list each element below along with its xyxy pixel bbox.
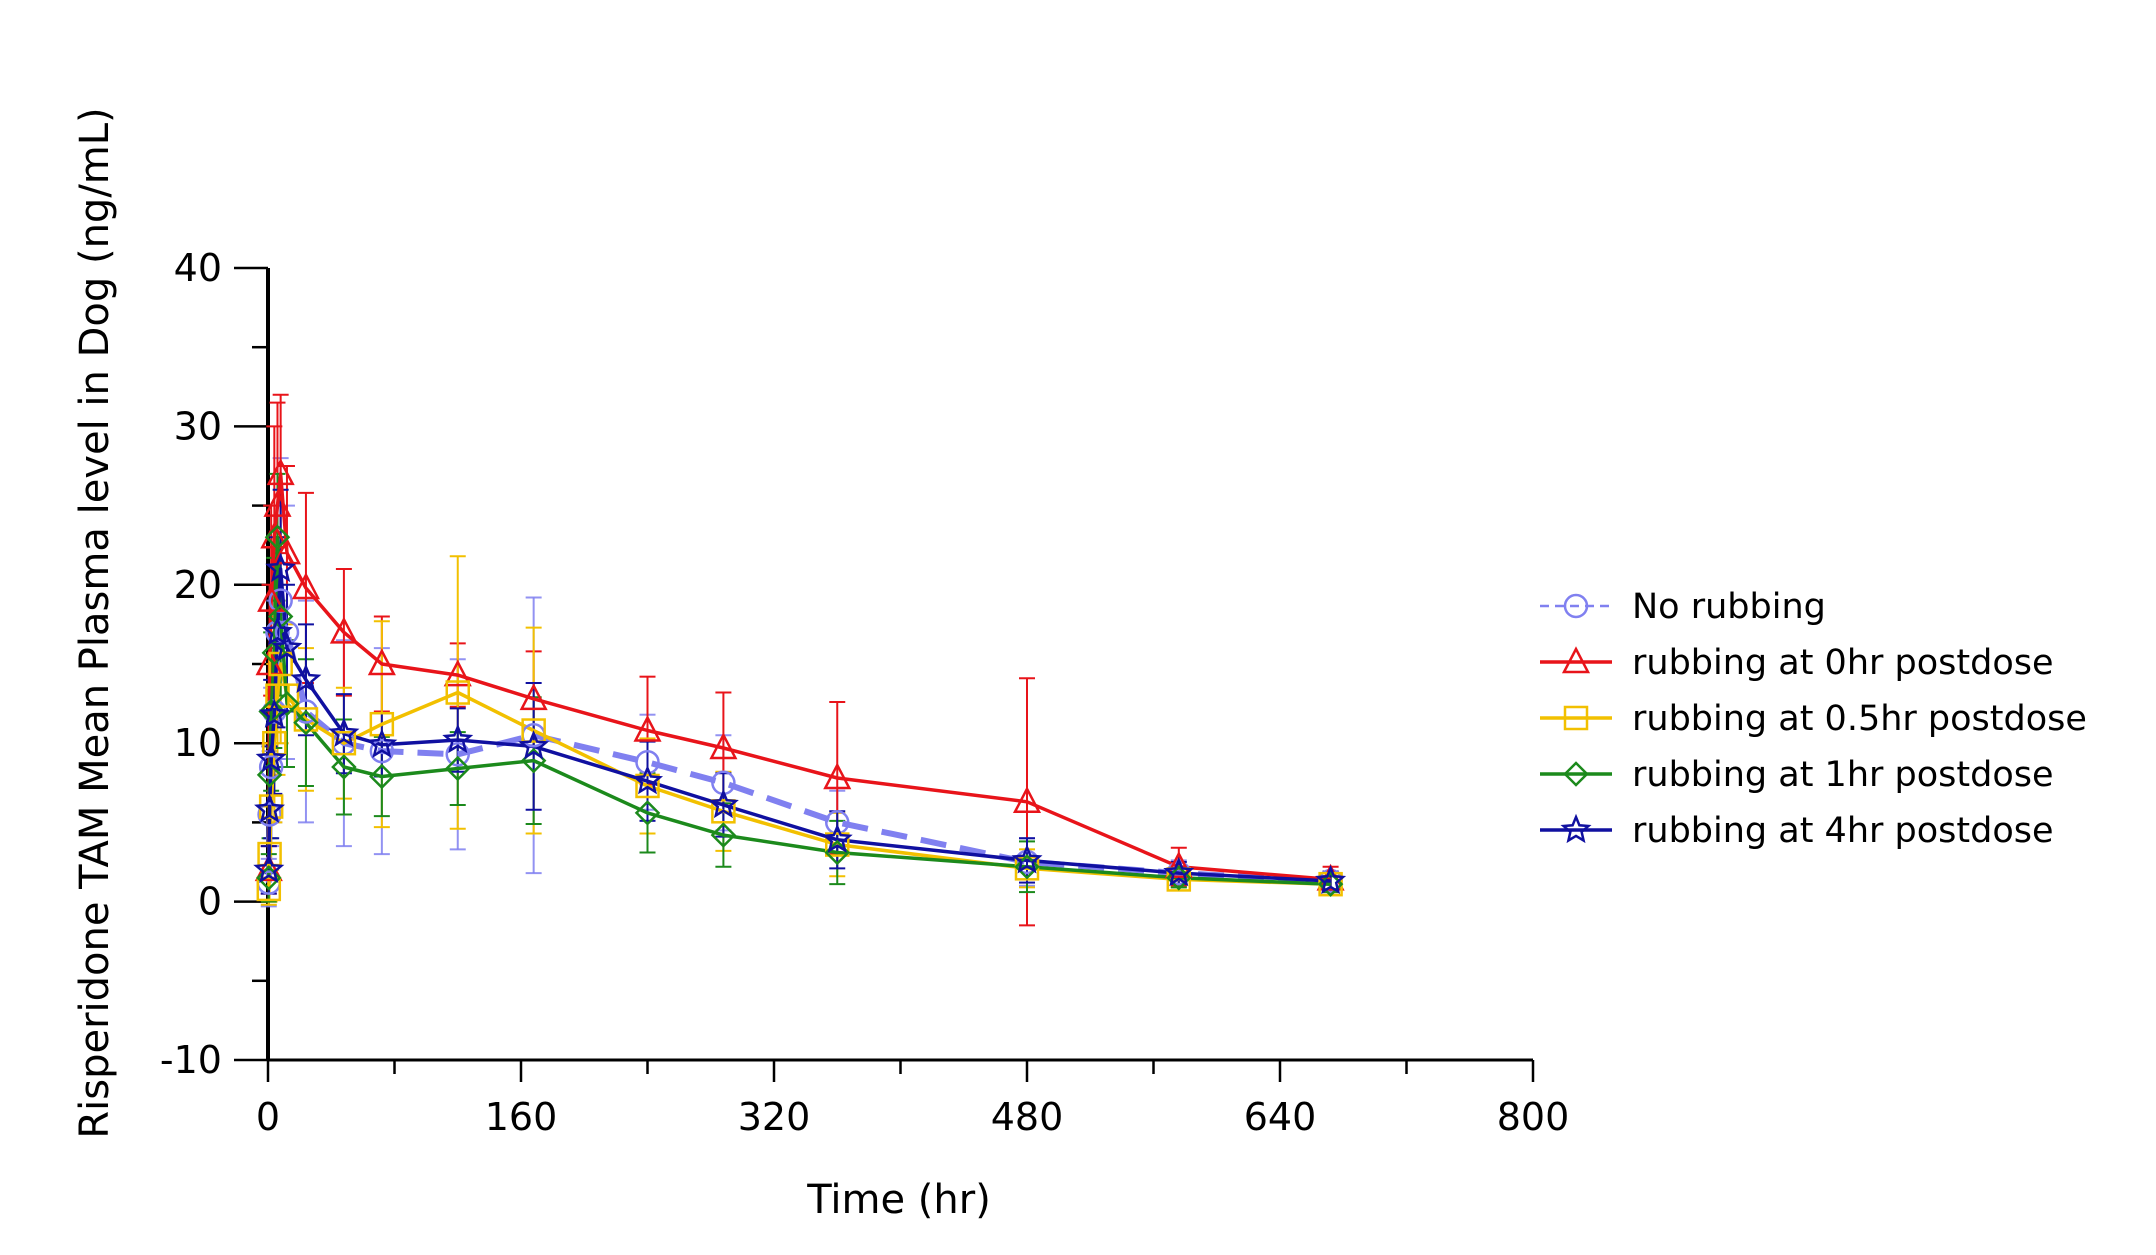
data-point [445, 742, 470, 767]
data-point [257, 841, 282, 867]
x-tick-label: 800 [1497, 1095, 1570, 1139]
data-point [821, 823, 853, 853]
series-line-2 [267, 472, 1331, 882]
legend-item-4: rubbing at 1hr postdose [1540, 755, 2054, 795]
legend-label: rubbing at 1hr postdose [1632, 755, 2054, 795]
data-point [1011, 844, 1043, 874]
data-point [369, 738, 395, 764]
marker-group-4 [256, 524, 1344, 897]
legend-marker [1560, 813, 1592, 844]
data-point [254, 793, 286, 823]
data-point [258, 698, 290, 728]
data-point [291, 572, 321, 600]
data-point [710, 822, 737, 848]
data-point [261, 616, 294, 646]
data-point [366, 728, 398, 758]
data-point [290, 663, 322, 694]
data-point [257, 584, 286, 612]
data-point [1163, 856, 1195, 887]
data-point [255, 742, 287, 773]
data-point [331, 754, 357, 780]
data-point [369, 711, 395, 737]
series-line-3 [267, 662, 1331, 889]
legend-marker [1563, 761, 1589, 787]
legend: No rubbing rubbing at 0hr postdose rubbing… [1540, 587, 2087, 851]
data-point [1315, 864, 1347, 895]
data-point [443, 659, 472, 687]
data-point [1164, 851, 1193, 879]
series-lines [265, 472, 1331, 889]
data-point [258, 754, 284, 780]
data-point [445, 680, 470, 705]
y-tick-label: 0 [198, 880, 222, 924]
data-point [634, 800, 661, 826]
data-point [635, 773, 660, 799]
legend-label: rubbing at 4hr postdose [1632, 811, 2054, 851]
data-point [1014, 853, 1040, 880]
data-point [257, 802, 282, 827]
data-point [263, 489, 292, 517]
x-tick-label: 0 [256, 1095, 280, 1139]
legend-item-3: rubbing at 0.5hr postdose [1540, 699, 2087, 739]
legend-marker [1561, 646, 1591, 674]
data-point [709, 732, 738, 760]
errorbar-group-4 [260, 472, 1339, 903]
legend-marker [1563, 705, 1589, 731]
data-point [328, 717, 360, 747]
data-point [823, 762, 852, 790]
legend-item-2: rubbing at 0hr postdose [1540, 643, 2054, 683]
data-point [274, 690, 300, 717]
legend-label: rubbing at 0.5hr postdose [1632, 699, 2087, 739]
axes: 0 160 320 480 640 800 -10 0 10 20 30 40 [160, 246, 1569, 1139]
x-axis-title: Time (hr) [806, 1177, 991, 1223]
y-tick-label: 10 [174, 721, 222, 765]
data-point [521, 718, 546, 743]
y-tick-label: -10 [160, 1038, 222, 1082]
y-axis-title: Risperidone TAM Mean Plasma level in Dog… [72, 107, 118, 1138]
errorbar-group-3 [260, 555, 1339, 906]
legend-label: rubbing at 0hr postdose [1632, 643, 2054, 683]
data-point [518, 730, 550, 760]
x-tick-label: 160 [485, 1095, 558, 1139]
data-point [825, 832, 850, 857]
y-tick-label: 30 [174, 404, 222, 448]
data-point [1012, 786, 1042, 814]
legend-item-5: rubbing at 4hr postdose [1540, 811, 2054, 851]
data-point [444, 755, 471, 782]
data-point [369, 763, 395, 790]
x-tick-label: 640 [1244, 1095, 1317, 1139]
data-point [442, 723, 474, 754]
data-point [367, 648, 396, 676]
x-tick-label: 320 [738, 1095, 811, 1139]
data-point [272, 537, 302, 565]
legend-item-1: No rubbing [1540, 587, 1826, 627]
data-point [633, 714, 662, 742]
x-tick-label: 480 [991, 1095, 1064, 1139]
data-point [271, 631, 303, 662]
errorbar-group-1 [260, 457, 1339, 908]
y-tick-label: 20 [174, 563, 222, 607]
marker-group-5 [253, 552, 1347, 895]
data-point [631, 764, 664, 795]
data-point [266, 458, 295, 486]
data-point [293, 707, 319, 732]
marker-group-2 [254, 458, 1345, 891]
data-point [264, 524, 291, 551]
data-point [329, 616, 358, 644]
legend-label: No rubbing [1632, 587, 1826, 627]
data-point [274, 683, 300, 708]
data-point [293, 709, 319, 736]
data-point [707, 788, 739, 819]
series-markers [253, 458, 1347, 902]
data-point [519, 683, 548, 711]
data-point [265, 552, 297, 583]
data-point [253, 853, 285, 883]
y-tick-label: 40 [174, 246, 222, 290]
data-point [256, 876, 282, 902]
legend-marker [1563, 593, 1589, 619]
data-point [635, 749, 660, 775]
data-point [254, 854, 283, 882]
